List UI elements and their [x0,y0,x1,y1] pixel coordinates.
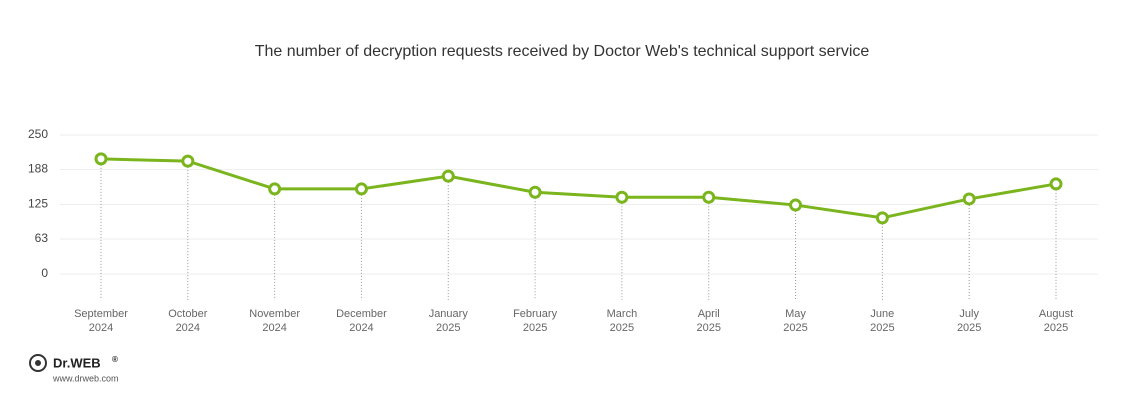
marker [94,152,108,166]
logo: Dr.WEB ® www.drweb.com [29,354,119,383]
logo-icon-dot [35,360,41,366]
x-tick-label: August [1039,308,1073,320]
marker [962,192,976,206]
x-tick-label: July [959,308,979,320]
marker [875,211,889,225]
x-tick-label: 2025 [523,322,547,334]
y-tick-label: 250 [28,127,48,141]
x-tick-label: March [607,308,638,320]
x-tick-label: 2024 [176,322,200,334]
marker [615,190,629,204]
marker [702,190,716,204]
x-tick-label: May [785,308,806,320]
y-tick-label: 63 [35,231,49,245]
chart-title: The number of decryption requests receiv… [255,43,870,60]
x-tick-label: 2025 [783,322,807,334]
logo-url: www.drweb.com [52,373,119,383]
marker [268,182,282,196]
marker [354,182,368,196]
x-tick-label: December [336,308,387,320]
x-tick-label: April [698,308,720,320]
marker [528,185,542,199]
line [100,157,1057,220]
x-tick-label: 2025 [696,322,720,334]
x-tick-label: 2024 [262,322,286,334]
marker [789,198,803,212]
x-tick-label: September [74,308,128,320]
logo-icon [29,354,47,372]
y-tick-label: 188 [28,162,48,176]
x-tick-label: 2024 [349,322,373,334]
marker [181,154,195,168]
x-tick-label: November [249,308,300,320]
x-tick-label: 2025 [436,322,460,334]
x-tick-label: 2025 [610,322,634,334]
marker [441,169,455,183]
y-tick-label: 125 [28,197,48,211]
x-tick-label: 2025 [1044,322,1068,334]
y-tick-label: 0 [41,266,48,280]
x-tick-label: June [870,308,894,320]
x-tick-label: 2024 [89,322,113,334]
x-tick-label: October [168,308,207,320]
logo-name: Dr.WEB [53,355,101,370]
x-tick-label: January [429,308,469,320]
marker [1049,177,1063,191]
x-tick-label: 2025 [870,322,894,334]
x-tick-label: February [513,308,558,320]
logo-mark: ® [112,355,118,364]
x-tick-label: 2025 [957,322,981,334]
